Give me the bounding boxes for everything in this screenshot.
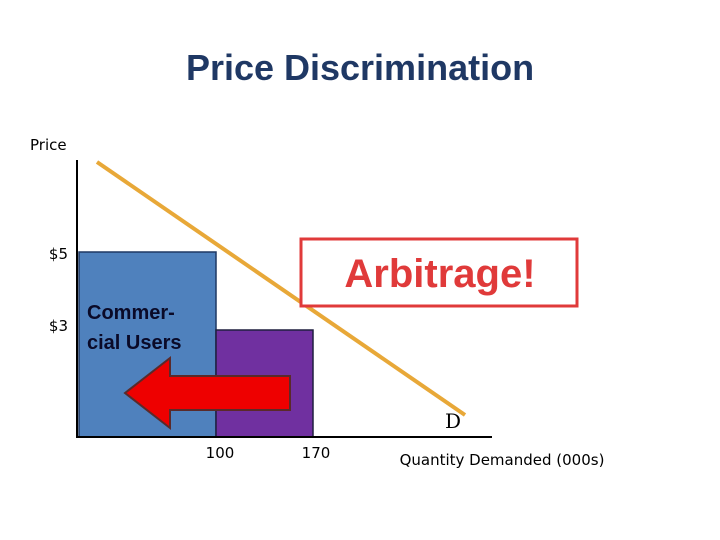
demand-curve: [95, 160, 467, 417]
curve-label: D: [445, 409, 461, 433]
callout: Arbitrage!: [344, 252, 535, 296]
y-tick-label: $3: [49, 317, 68, 335]
title: Price Discrimination: [186, 47, 534, 88]
segment-label: Commer-: [87, 302, 175, 324]
arbitrage-arrow: [123, 355, 291, 431]
segment-label: cial Users: [87, 332, 182, 354]
x-axis-label: Quantity Demanded (000s): [400, 451, 605, 469]
callout-box: [299, 237, 579, 308]
y-tick-label: $5: [49, 245, 68, 263]
y-axis-label: Price: [30, 136, 67, 154]
x-tick-label: 100: [206, 444, 235, 462]
x-tick-label: 170: [302, 444, 331, 462]
